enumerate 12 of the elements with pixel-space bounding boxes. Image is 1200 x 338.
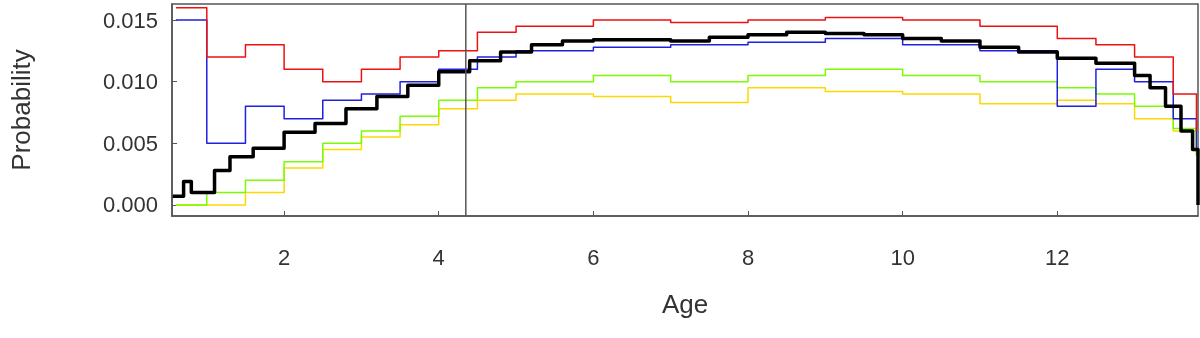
x-tick-label: 4: [432, 244, 445, 270]
y-tick-label: 0.015: [102, 7, 158, 33]
x-tick-label: 6: [587, 244, 600, 270]
y-tick-label: 0.010: [102, 69, 158, 95]
x-axis-title: Age: [661, 289, 709, 319]
x-tick-label: 2: [277, 244, 291, 270]
y-axis-title: Probability: [6, 49, 36, 171]
y-tick-label: 0.005: [102, 130, 158, 156]
y-tick-label: 0.000: [102, 192, 158, 218]
x-tick-label: 10: [890, 244, 915, 270]
x-tick-label: 8: [741, 244, 755, 270]
x-tick-label: 12: [1045, 244, 1070, 270]
